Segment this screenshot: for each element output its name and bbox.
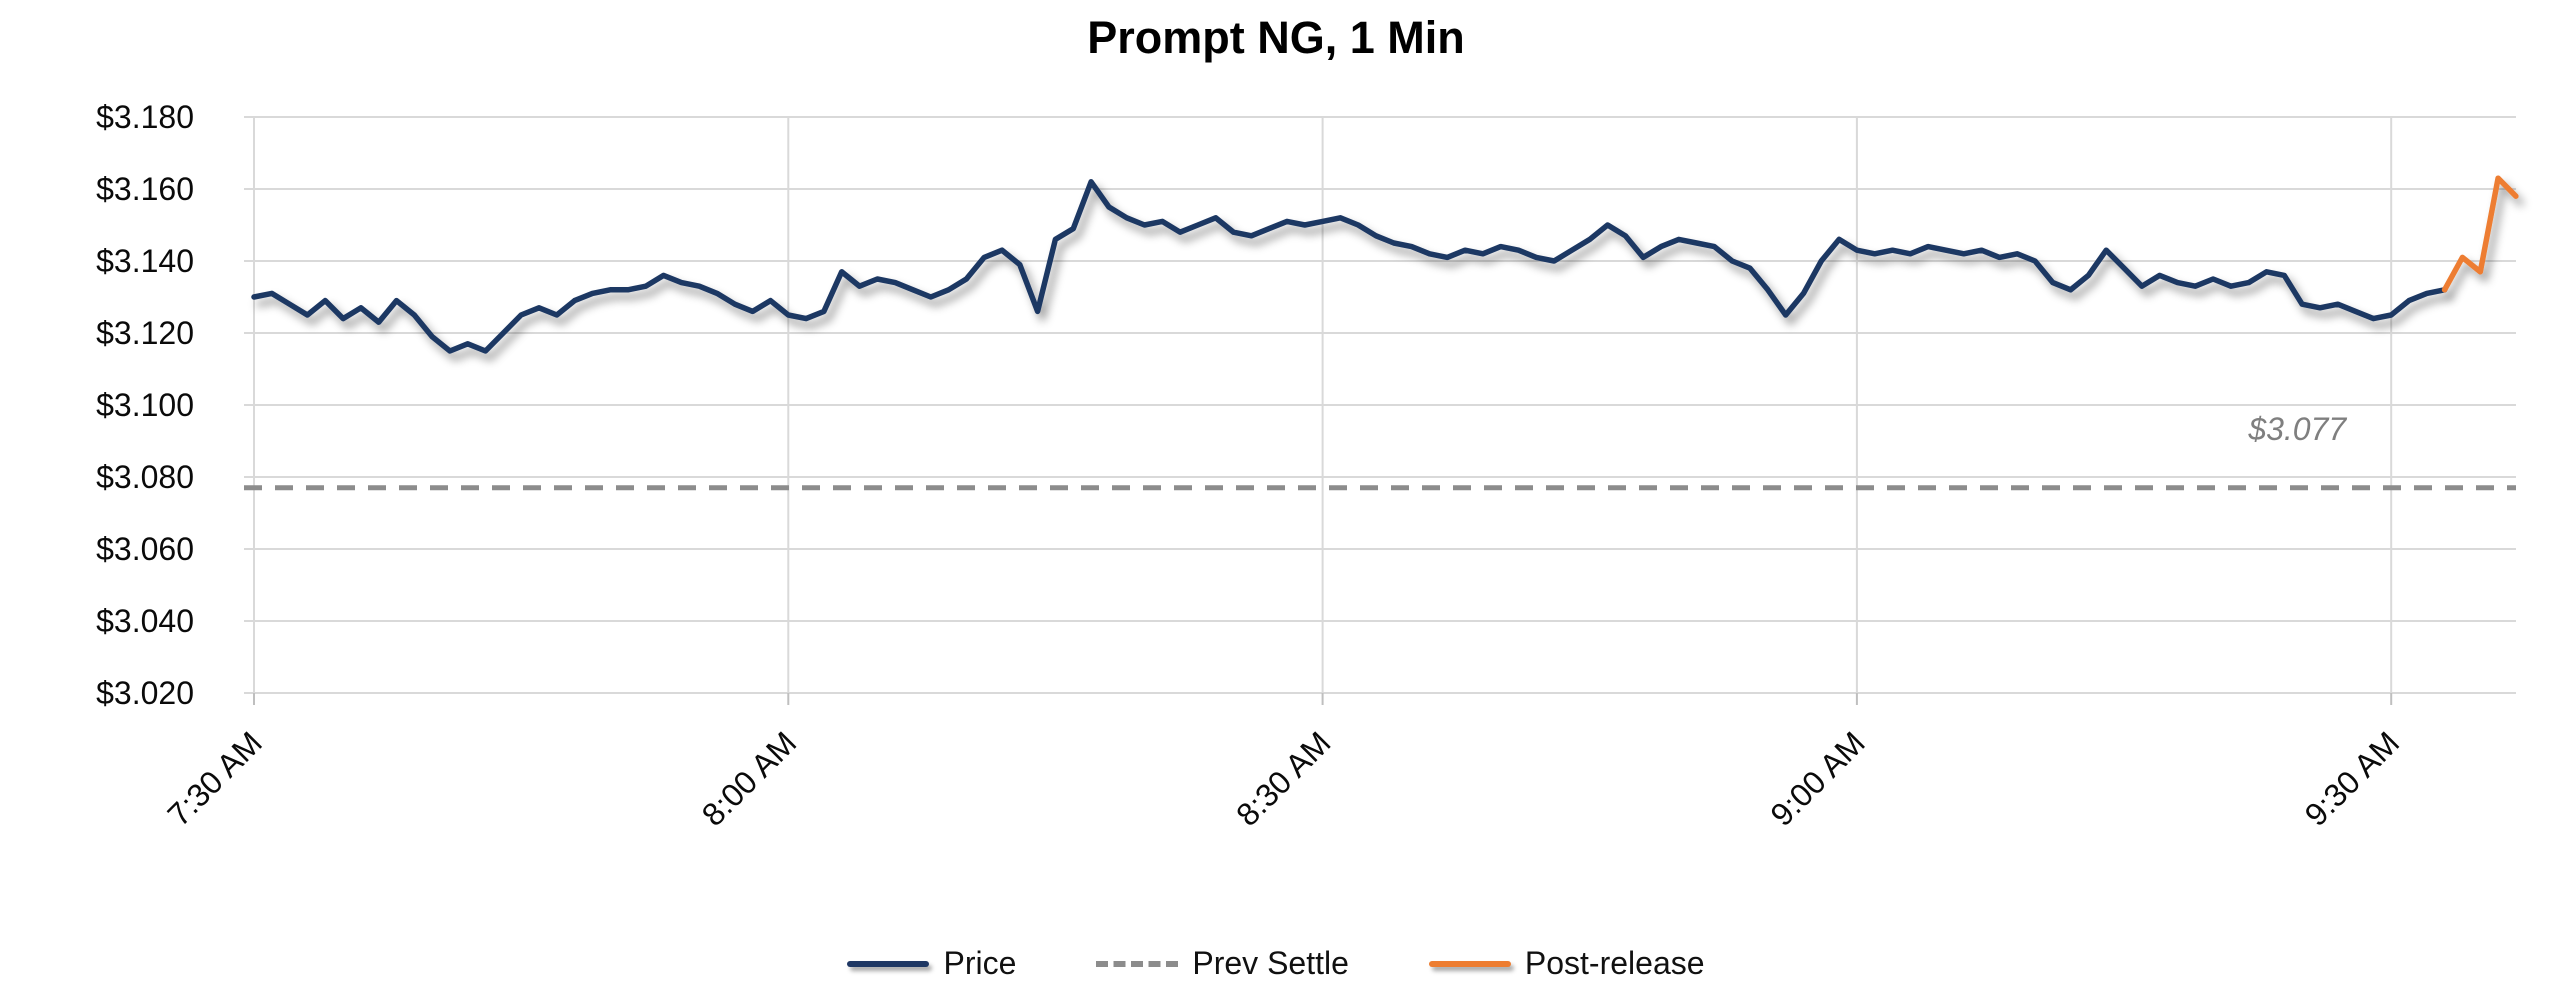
legend-item-prev-settle: Prev Settle (1096, 945, 1349, 982)
legend-swatch-post-release (1428, 960, 1511, 967)
legend-label-prev-settle: Prev Settle (1192, 945, 1349, 981)
legend-item-post-release: Post-release (1428, 945, 1705, 982)
x-tick-label: 8:00 AM (695, 724, 803, 832)
x-tick-label: 7:30 AM (160, 724, 268, 832)
post-release-line (2441, 175, 2519, 293)
chart-title: Prompt NG, 1 Min (1087, 12, 1465, 63)
legend-swatch-prev-settle (1096, 960, 1179, 967)
y-tick-label: $3.060 (96, 531, 194, 567)
legend-swatch-price (847, 960, 930, 967)
x-tick-label: 9:30 AM (2298, 724, 2406, 832)
x-tick-label: 8:30 AM (1229, 724, 1337, 832)
y-tick-label: $3.080 (96, 459, 194, 495)
chart-legend: Price Prev Settle Post-release (0, 945, 2552, 982)
y-tick-label: $3.120 (96, 315, 194, 351)
y-tick-label: $3.020 (96, 675, 194, 711)
legend-label-price: Price (943, 945, 1017, 981)
prev-settle-annotation: $3.077 (2247, 411, 2347, 447)
y-tick-label: $3.160 (96, 171, 194, 207)
y-tick-label: $3.100 (96, 387, 194, 423)
y-tick-label: $3.040 (96, 603, 194, 639)
legend-item-price: Price (847, 945, 1016, 982)
y-tick-label: $3.180 (96, 99, 194, 135)
y-tick-label: $3.140 (96, 243, 194, 279)
x-tick-label: 9:00 AM (1763, 724, 1871, 832)
price-line (251, 179, 2448, 354)
legend-label-post-release: Post-release (1524, 945, 1705, 981)
